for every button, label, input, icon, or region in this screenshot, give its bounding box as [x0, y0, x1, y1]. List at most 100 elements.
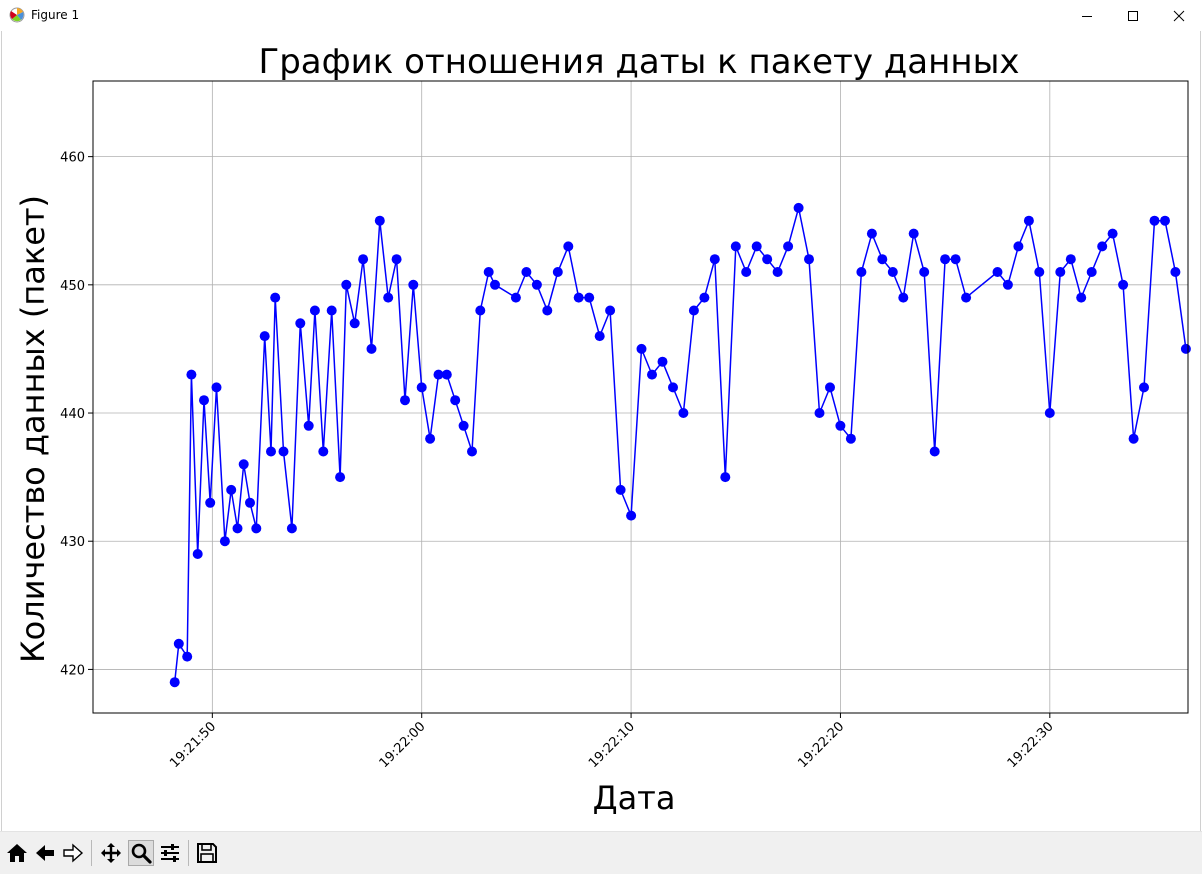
data-point — [940, 254, 951, 265]
data-point — [270, 292, 281, 303]
data-point — [391, 254, 402, 265]
data-point — [992, 267, 1003, 277]
data-point — [657, 356, 668, 367]
data-point — [615, 484, 626, 495]
chart: 420 430 440 450 460 19:21:50 19:22:00 19:22:10… — [14, 42, 1191, 817]
data-point — [483, 267, 494, 277]
data-point — [349, 318, 360, 329]
data-point — [626, 510, 637, 521]
floppy-disk-icon — [197, 843, 217, 863]
home-button[interactable] — [4, 840, 30, 866]
data-point — [219, 536, 230, 547]
data-point — [309, 305, 320, 316]
data-point — [730, 241, 741, 252]
window-title: Figure 1 — [31, 8, 80, 22]
data-point — [1034, 267, 1045, 277]
data-point — [374, 215, 385, 226]
data-point — [866, 228, 877, 239]
data-point — [433, 369, 444, 380]
data-point — [199, 395, 209, 406]
data-point — [408, 279, 419, 290]
data-point — [1013, 241, 1024, 252]
save-button[interactable] — [194, 840, 220, 866]
move-icon — [101, 843, 121, 863]
data-point — [573, 292, 584, 303]
configure-subplots-button[interactable] — [157, 840, 183, 866]
sliders-icon — [161, 844, 179, 862]
y-tick-label: 420 — [60, 663, 85, 678]
pan-button[interactable] — [98, 840, 124, 866]
navigation-toolbar — [0, 831, 1202, 874]
data-line-layer — [173, 207, 1187, 683]
maximize-button[interactable] — [1110, 0, 1156, 31]
forward-button[interactable] — [60, 840, 86, 866]
data-point — [1149, 215, 1160, 226]
data-point — [1107, 228, 1118, 239]
minimize-icon — [1082, 15, 1092, 17]
x-tick-label: 19:22:00 — [377, 719, 429, 771]
data-point — [636, 343, 647, 354]
data-point — [1139, 382, 1149, 393]
matplotlib-icon — [9, 7, 25, 23]
data-point — [647, 369, 657, 380]
data-point — [552, 267, 563, 277]
series-line — [173, 207, 1187, 683]
toolbar-separator — [188, 840, 189, 866]
data-point — [186, 369, 197, 380]
data-point — [467, 446, 477, 457]
back-button[interactable] — [32, 840, 58, 866]
minimize-button[interactable] — [1064, 0, 1110, 31]
data-point — [668, 382, 678, 393]
data-point — [688, 305, 699, 316]
data-point — [366, 343, 377, 354]
data-point — [762, 254, 773, 265]
data-point — [877, 254, 888, 265]
data-point — [335, 472, 346, 483]
data-point — [751, 241, 762, 252]
x-tick-label: 19:21:50 — [167, 719, 219, 771]
data-point — [510, 292, 521, 303]
data-point — [563, 241, 574, 252]
data-point — [678, 408, 689, 418]
data-point — [584, 292, 595, 303]
data-point — [961, 292, 972, 303]
data-point — [441, 369, 452, 380]
y-tick-label: 440 — [60, 407, 85, 422]
data-point — [251, 523, 262, 534]
data-point — [341, 279, 352, 290]
figure-canvas[interactable]: 420 430 440 450 460 19:21:50 19:22:00 19:22:10… — [1, 31, 1201, 831]
data-point — [326, 305, 337, 316]
chart-title: График отношения даты к пакету данных — [258, 42, 1019, 82]
data-point — [490, 279, 500, 290]
x-axis-ticks: 19:21:50 19:22:00 19:22:10 19:22:20 19:22:30 — [167, 713, 1057, 771]
data-point — [358, 254, 369, 265]
zoom-button[interactable] — [128, 840, 154, 866]
data-point — [383, 292, 394, 303]
data-point — [266, 446, 276, 457]
y-axis-ticks: 420 430 440 450 460 — [60, 151, 93, 678]
data-point — [245, 497, 255, 508]
data-point — [1076, 292, 1087, 303]
data-point — [605, 305, 616, 316]
data-point — [1118, 279, 1129, 290]
y-tick-label: 450 — [60, 279, 85, 294]
data-point — [772, 267, 783, 277]
close-button[interactable] — [1156, 0, 1202, 31]
data-point — [295, 318, 306, 329]
data-point — [278, 446, 289, 457]
x-tick-label: 19:22:10 — [586, 719, 638, 771]
data-point — [173, 638, 184, 649]
data-point — [238, 459, 249, 470]
home-icon — [7, 844, 27, 862]
data-point — [182, 651, 193, 662]
data-point — [1086, 267, 1097, 277]
data-point — [720, 472, 731, 483]
data-point — [908, 228, 919, 239]
data-point — [825, 382, 835, 393]
data-point — [226, 484, 237, 495]
x-tick-label: 19:22:30 — [1005, 719, 1057, 771]
data-point — [205, 497, 216, 508]
data-point — [898, 292, 909, 303]
data-point — [303, 420, 314, 431]
data-point — [318, 446, 329, 457]
